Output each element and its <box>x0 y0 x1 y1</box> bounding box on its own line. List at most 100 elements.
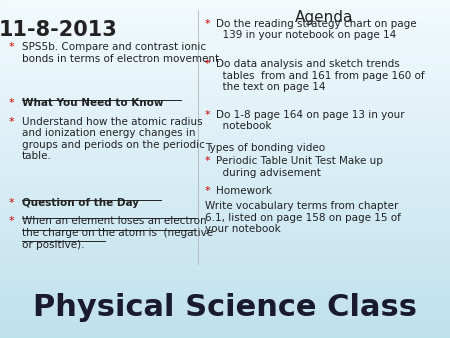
Bar <box>0 225 450 226</box>
Bar <box>0 118 450 120</box>
Bar <box>0 39 450 41</box>
Text: Do data analysis and sketch trends
  tables  from and 161 from page 160 of
  the: Do data analysis and sketch trends table… <box>216 59 425 92</box>
Bar <box>0 238 450 240</box>
Bar <box>0 29 450 30</box>
Bar <box>0 226 450 228</box>
Bar <box>0 267 450 269</box>
Bar <box>0 78 450 79</box>
Bar <box>0 15 450 17</box>
Bar <box>0 166 450 167</box>
Bar <box>0 336 450 338</box>
Bar <box>0 8 450 10</box>
Bar <box>0 183 450 184</box>
Bar <box>0 44 450 46</box>
Bar <box>0 193 450 194</box>
Bar <box>0 27 450 29</box>
Text: *: * <box>9 42 14 52</box>
Bar <box>0 57 450 59</box>
Bar <box>0 30 450 32</box>
Bar <box>0 314 450 316</box>
Bar <box>0 159 450 161</box>
Bar <box>0 144 450 145</box>
Bar <box>0 297 450 299</box>
Bar <box>0 177 450 179</box>
Bar <box>0 281 450 282</box>
Bar <box>0 218 450 220</box>
Bar <box>0 245 450 247</box>
Bar <box>0 140 450 142</box>
Bar <box>0 264 450 265</box>
Text: Do 1-8 page 164 on page 13 in your
  notebook: Do 1-8 page 164 on page 13 in your noteb… <box>216 110 405 131</box>
Bar <box>0 139 450 140</box>
Bar <box>0 106 450 108</box>
Bar <box>0 282 450 284</box>
Bar <box>0 135 450 137</box>
Bar <box>0 220 450 221</box>
Bar <box>0 199 450 201</box>
Bar <box>0 243 450 245</box>
Bar <box>0 91 450 93</box>
Bar <box>0 242 450 243</box>
Text: *: * <box>205 59 211 69</box>
Bar <box>0 90 450 91</box>
Bar <box>0 24 450 25</box>
Bar <box>0 76 450 78</box>
Bar <box>0 150 450 152</box>
Bar <box>0 247 450 248</box>
Text: SPS5b. Compare and contrast ionic
bonds in terms of electron movement: SPS5b. Compare and contrast ionic bonds … <box>22 42 219 64</box>
Bar <box>0 14 450 15</box>
Bar <box>0 95 450 96</box>
Text: *: * <box>9 117 14 127</box>
Bar <box>0 176 450 177</box>
Bar <box>0 270 450 272</box>
Bar <box>0 73 450 74</box>
Bar <box>0 42 450 44</box>
Bar <box>0 291 450 292</box>
Bar <box>0 260 450 262</box>
Bar <box>0 69 450 71</box>
Bar <box>0 56 450 57</box>
Bar <box>0 275 450 277</box>
Bar <box>0 98 450 100</box>
Bar <box>0 51 450 52</box>
Bar <box>0 0 450 2</box>
Bar <box>0 181 450 183</box>
Bar <box>0 326 450 328</box>
Bar <box>0 155 450 157</box>
Bar <box>0 54 450 56</box>
Bar <box>0 284 450 286</box>
Bar <box>0 304 450 306</box>
Bar <box>0 167 450 169</box>
Bar <box>0 311 450 313</box>
Bar <box>0 123 450 125</box>
Bar <box>0 3 450 5</box>
Bar <box>0 333 450 335</box>
Bar <box>0 66 450 68</box>
Bar <box>0 122 450 123</box>
Bar <box>0 286 450 287</box>
Bar <box>0 306 450 308</box>
Bar <box>0 52 450 54</box>
Bar <box>0 127 450 128</box>
Bar <box>0 321 450 323</box>
Bar <box>0 134 450 135</box>
Bar <box>0 171 450 172</box>
Bar <box>0 41 450 42</box>
Text: *: * <box>9 98 14 108</box>
Bar <box>0 223 450 225</box>
Bar <box>0 164 450 166</box>
Bar <box>0 228 450 230</box>
Bar <box>0 20 450 22</box>
Bar <box>0 161 450 162</box>
Bar <box>0 331 450 333</box>
Bar <box>0 237 450 238</box>
Bar <box>0 149 450 150</box>
Text: What You Need to Know: What You Need to Know <box>22 98 163 108</box>
Bar <box>0 259 450 260</box>
Bar <box>0 230 450 232</box>
Text: *: * <box>9 198 14 208</box>
Bar <box>0 93 450 95</box>
Bar <box>0 248 450 250</box>
Bar <box>0 83 450 84</box>
Text: Types of bonding video: Types of bonding video <box>205 143 325 153</box>
